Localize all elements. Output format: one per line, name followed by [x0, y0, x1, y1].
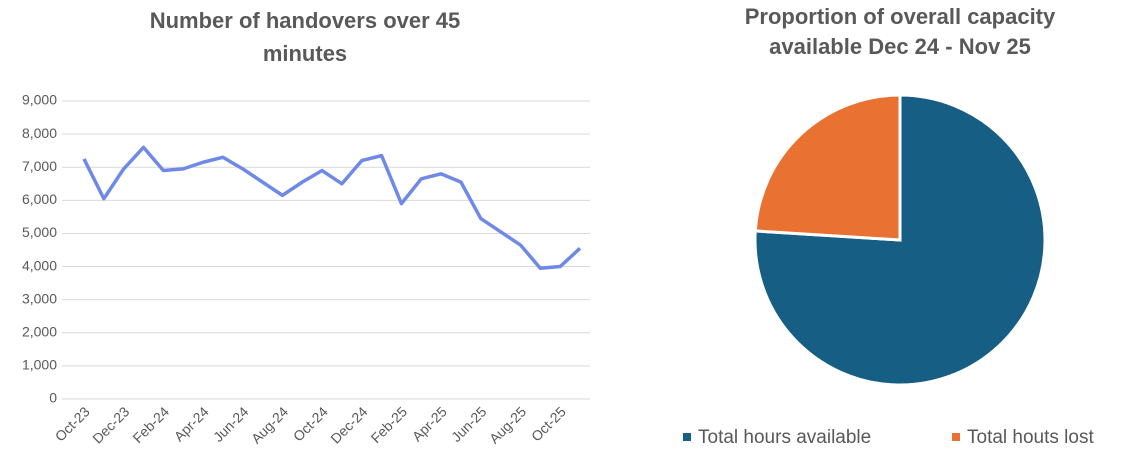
- x-tick-label: Apr-25: [409, 403, 450, 444]
- line-series: [82, 145, 582, 270]
- x-tick-label: Feb-24: [129, 403, 172, 446]
- y-tick-label: 8,000: [22, 125, 57, 141]
- chart-title: available Dec 24 - Nov 25: [769, 34, 1031, 59]
- y-tick-label: 4,000: [22, 257, 57, 273]
- x-tick-label: Dec-23: [89, 403, 132, 446]
- x-tick-label: Dec-24: [327, 403, 370, 446]
- x-tick-label: Apr-24: [171, 403, 212, 444]
- y-tick-label: 3,000: [22, 290, 57, 306]
- x-tick-label: Feb-25: [367, 403, 410, 446]
- legend-label: Total houts lost: [967, 427, 1094, 448]
- legend-label: Total hours available: [698, 427, 871, 448]
- x-tick-label: Jun-24: [210, 403, 252, 445]
- y-tick-label: 7,000: [22, 158, 57, 174]
- x-tick-label: Oct-24: [290, 403, 331, 444]
- chart-title: Proportion of overall capacity: [745, 4, 1056, 29]
- y-tick-label: 5,000: [22, 224, 57, 240]
- x-tick-label: Aug-25: [486, 403, 529, 446]
- y-tick-label: 9,000: [22, 92, 57, 108]
- x-tick-label: Jun-25: [448, 403, 490, 445]
- legend-swatch: [683, 433, 691, 441]
- chart-title: Number of handovers over 45: [150, 8, 461, 33]
- chart-title: minutes: [263, 41, 347, 66]
- pie-slice: [753, 93, 902, 242]
- x-tick-label: Oct-23: [52, 403, 93, 444]
- x-tick-label: Oct-25: [528, 403, 569, 444]
- y-tick-label: 1,000: [22, 357, 57, 373]
- y-tick-label: 0: [49, 390, 57, 406]
- y-tick-label: 2,000: [22, 323, 57, 339]
- y-tick-label: 6,000: [22, 191, 57, 207]
- x-tick-label: Aug-24: [248, 403, 291, 446]
- legend-swatch: [952, 433, 960, 441]
